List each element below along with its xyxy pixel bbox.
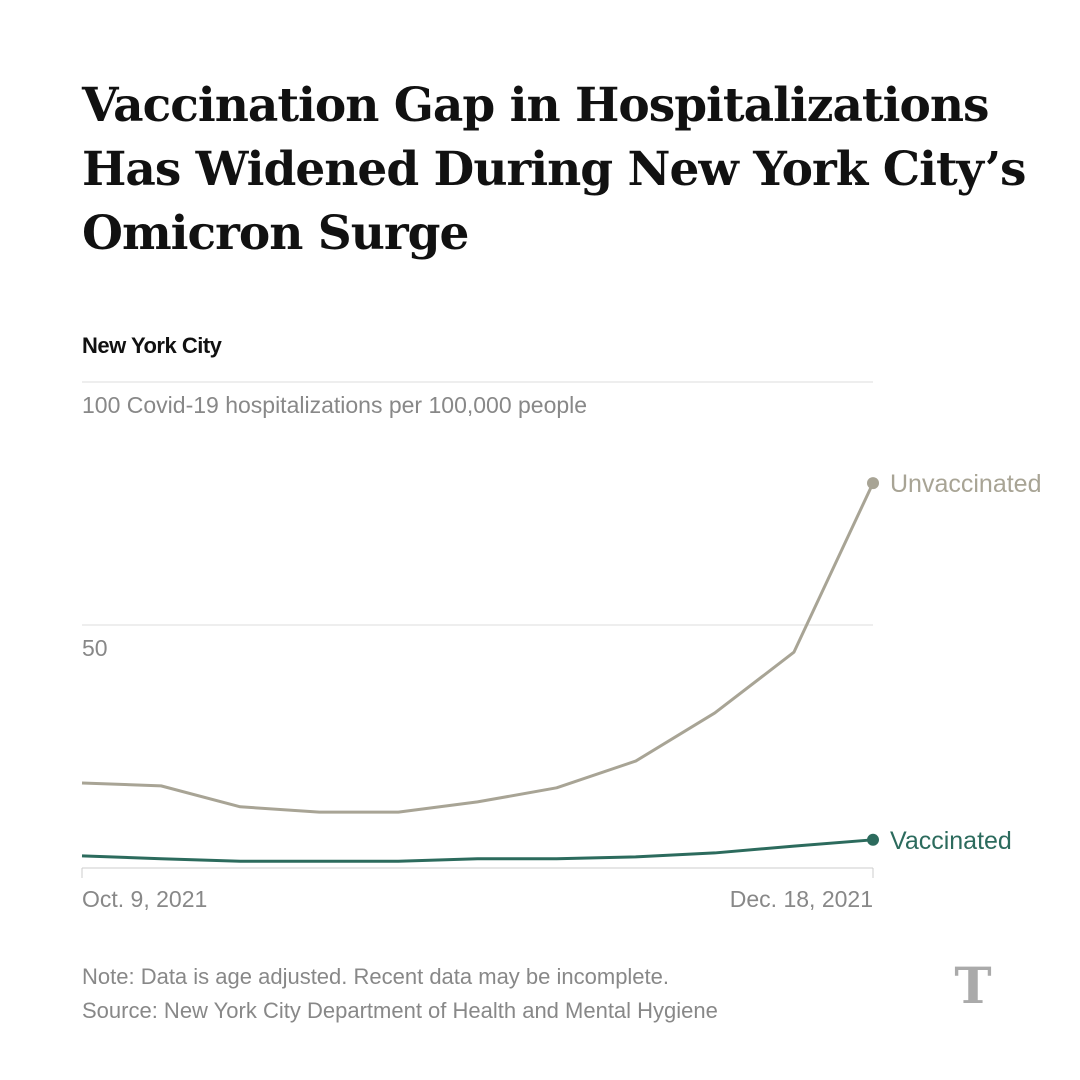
- series-end-point: [867, 833, 879, 846]
- y-tick-label: 50: [82, 635, 108, 661]
- x-tick-label: Oct. 9, 2021: [82, 886, 207, 912]
- y-tick-label: 100 Covid-19 hospitalizations per 100,00…: [82, 392, 587, 418]
- series-line-vaccinated: [81, 838, 874, 863]
- chart-title: Vaccination Gap in Hospitalizations Has …: [82, 78, 1027, 261]
- series-end-point: [867, 477, 879, 490]
- source-text: Source: New York City Department of Heal…: [82, 998, 718, 1023]
- series-label: Vaccinated: [890, 827, 1012, 855]
- series-line-unvaccinated: [81, 482, 875, 814]
- x-tick-label: Dec. 18, 2021: [730, 886, 873, 912]
- note-text: Note: Data is age adjusted. Recent data …: [82, 964, 670, 989]
- footnote: Note: Data is age adjusted. Recent data …: [82, 960, 718, 1028]
- series-label: Unvaccinated: [890, 470, 1041, 498]
- nyt-logo-icon: T: [954, 956, 992, 1015]
- chart-subtitle: New York City: [82, 333, 222, 358]
